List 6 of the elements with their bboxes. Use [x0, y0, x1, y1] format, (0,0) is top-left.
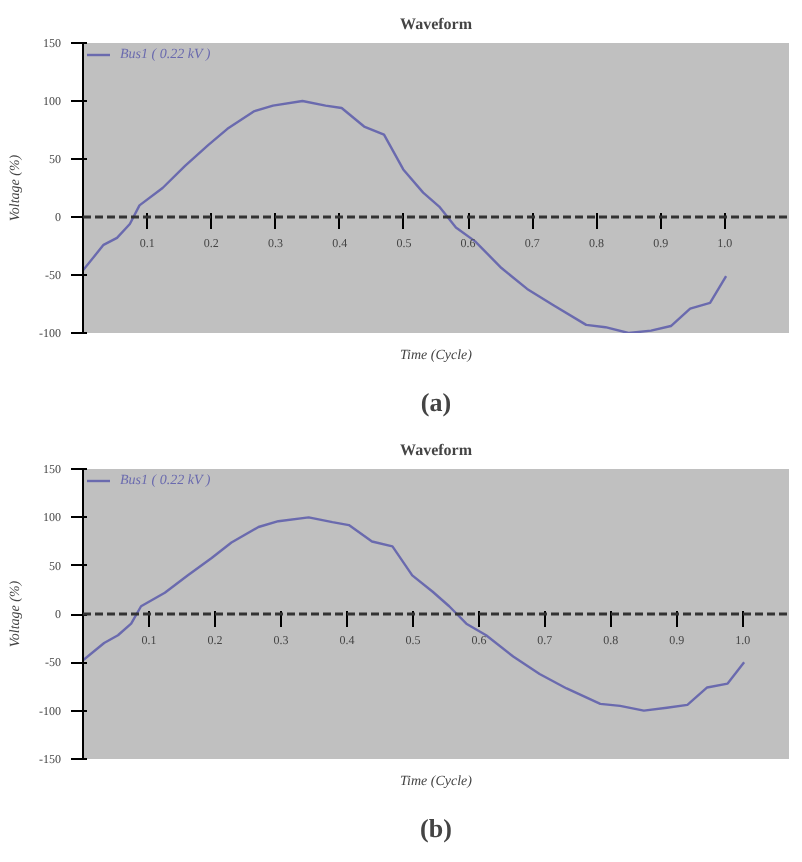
- chart-title: Waveform: [400, 441, 473, 459]
- chart-title: Waveform: [400, 15, 473, 33]
- line-series: [83, 516, 746, 712]
- text: (b): [420, 813, 452, 843]
- text: (a): [420, 387, 452, 417]
- line-series: [83, 99, 728, 333]
